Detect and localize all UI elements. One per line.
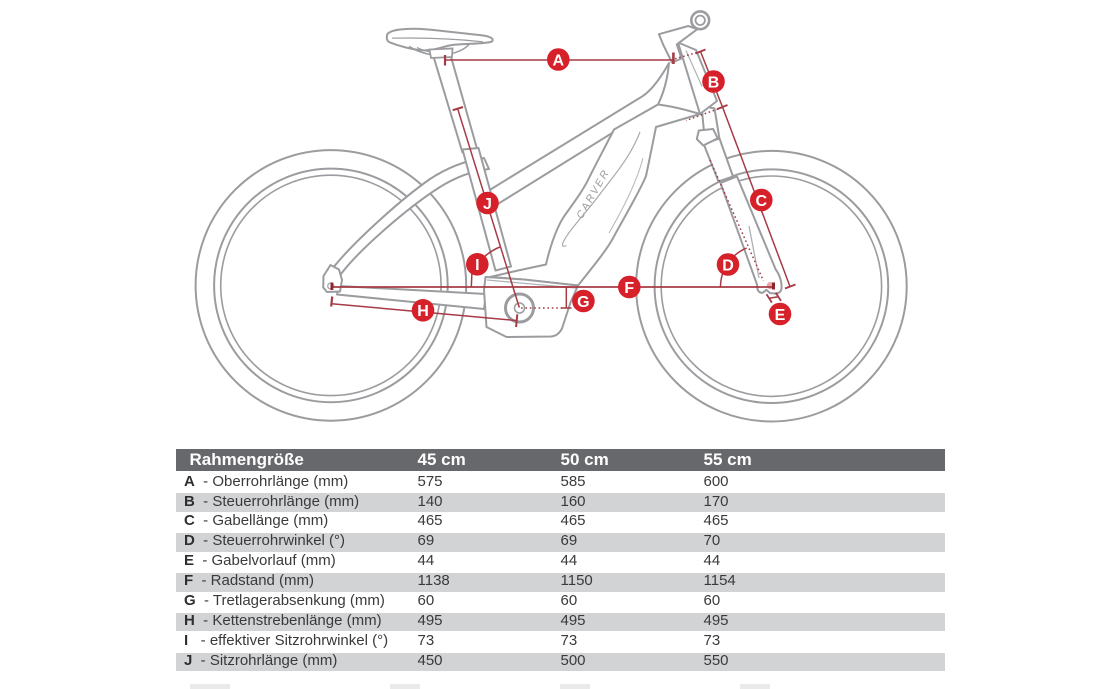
svg-text:H: H [417,303,429,320]
svg-text:J: J [483,196,492,213]
svg-text:F: F [624,280,634,297]
svg-text:E: E [775,307,786,324]
svg-text:A: A [553,52,565,69]
svg-text:D: D [722,257,734,274]
svg-text:G: G [577,294,589,311]
svg-text:B: B [708,74,720,91]
svg-text:C: C [756,193,768,210]
svg-text:I: I [475,257,479,274]
